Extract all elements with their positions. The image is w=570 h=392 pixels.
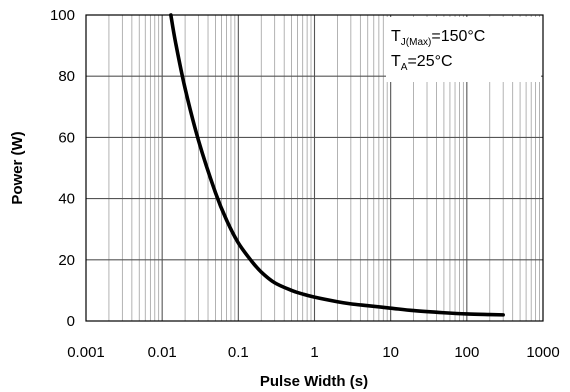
y-axis-label: Power (W) xyxy=(9,131,26,204)
y-tick-label: 20 xyxy=(58,252,75,269)
y-tick-labels: 0 20 40 60 80 100 xyxy=(50,7,75,330)
x-tick-label: 0.001 xyxy=(67,344,105,361)
legend-annotation: TJ(Max)=150°C xyxy=(391,28,485,48)
annotation-main: T xyxy=(391,53,401,70)
legend-background xyxy=(386,17,541,82)
x-tick-label: 100 xyxy=(454,344,479,361)
data-series xyxy=(169,13,505,317)
x-axis-label: Pulse Width (s) xyxy=(260,373,368,390)
annotation-subscript: J(Max) xyxy=(401,37,432,48)
annotation-main: T xyxy=(391,28,401,45)
grid-lines xyxy=(86,15,543,321)
annotation-subscript: A xyxy=(401,62,408,73)
annotation-value: =150°C xyxy=(431,28,485,45)
x-tick-label: 1 xyxy=(310,344,318,361)
legend-annotation: TA=25°C xyxy=(391,53,453,73)
y-tick-label: 60 xyxy=(58,129,75,146)
x-tick-label: 0.01 xyxy=(148,344,177,361)
y-tick-label: 0 xyxy=(67,313,75,330)
y-tick-label: 100 xyxy=(50,7,75,24)
legend-box: TJ(Max)=150°CTA=25°C xyxy=(386,17,541,82)
annotation-value: =25°C xyxy=(407,53,452,70)
x-tick-label: 10 xyxy=(382,344,399,361)
plot-border xyxy=(85,14,544,322)
x-tick-label: 1000 xyxy=(526,344,559,361)
x-tick-labels: 0.001 0.01 0.1 1 10 100 1000 xyxy=(67,344,559,361)
y-tick-label: 40 xyxy=(58,191,75,208)
y-tick-label: 80 xyxy=(58,68,75,85)
x-tick-label: 0.1 xyxy=(228,344,249,361)
power-curve-line xyxy=(169,13,505,317)
